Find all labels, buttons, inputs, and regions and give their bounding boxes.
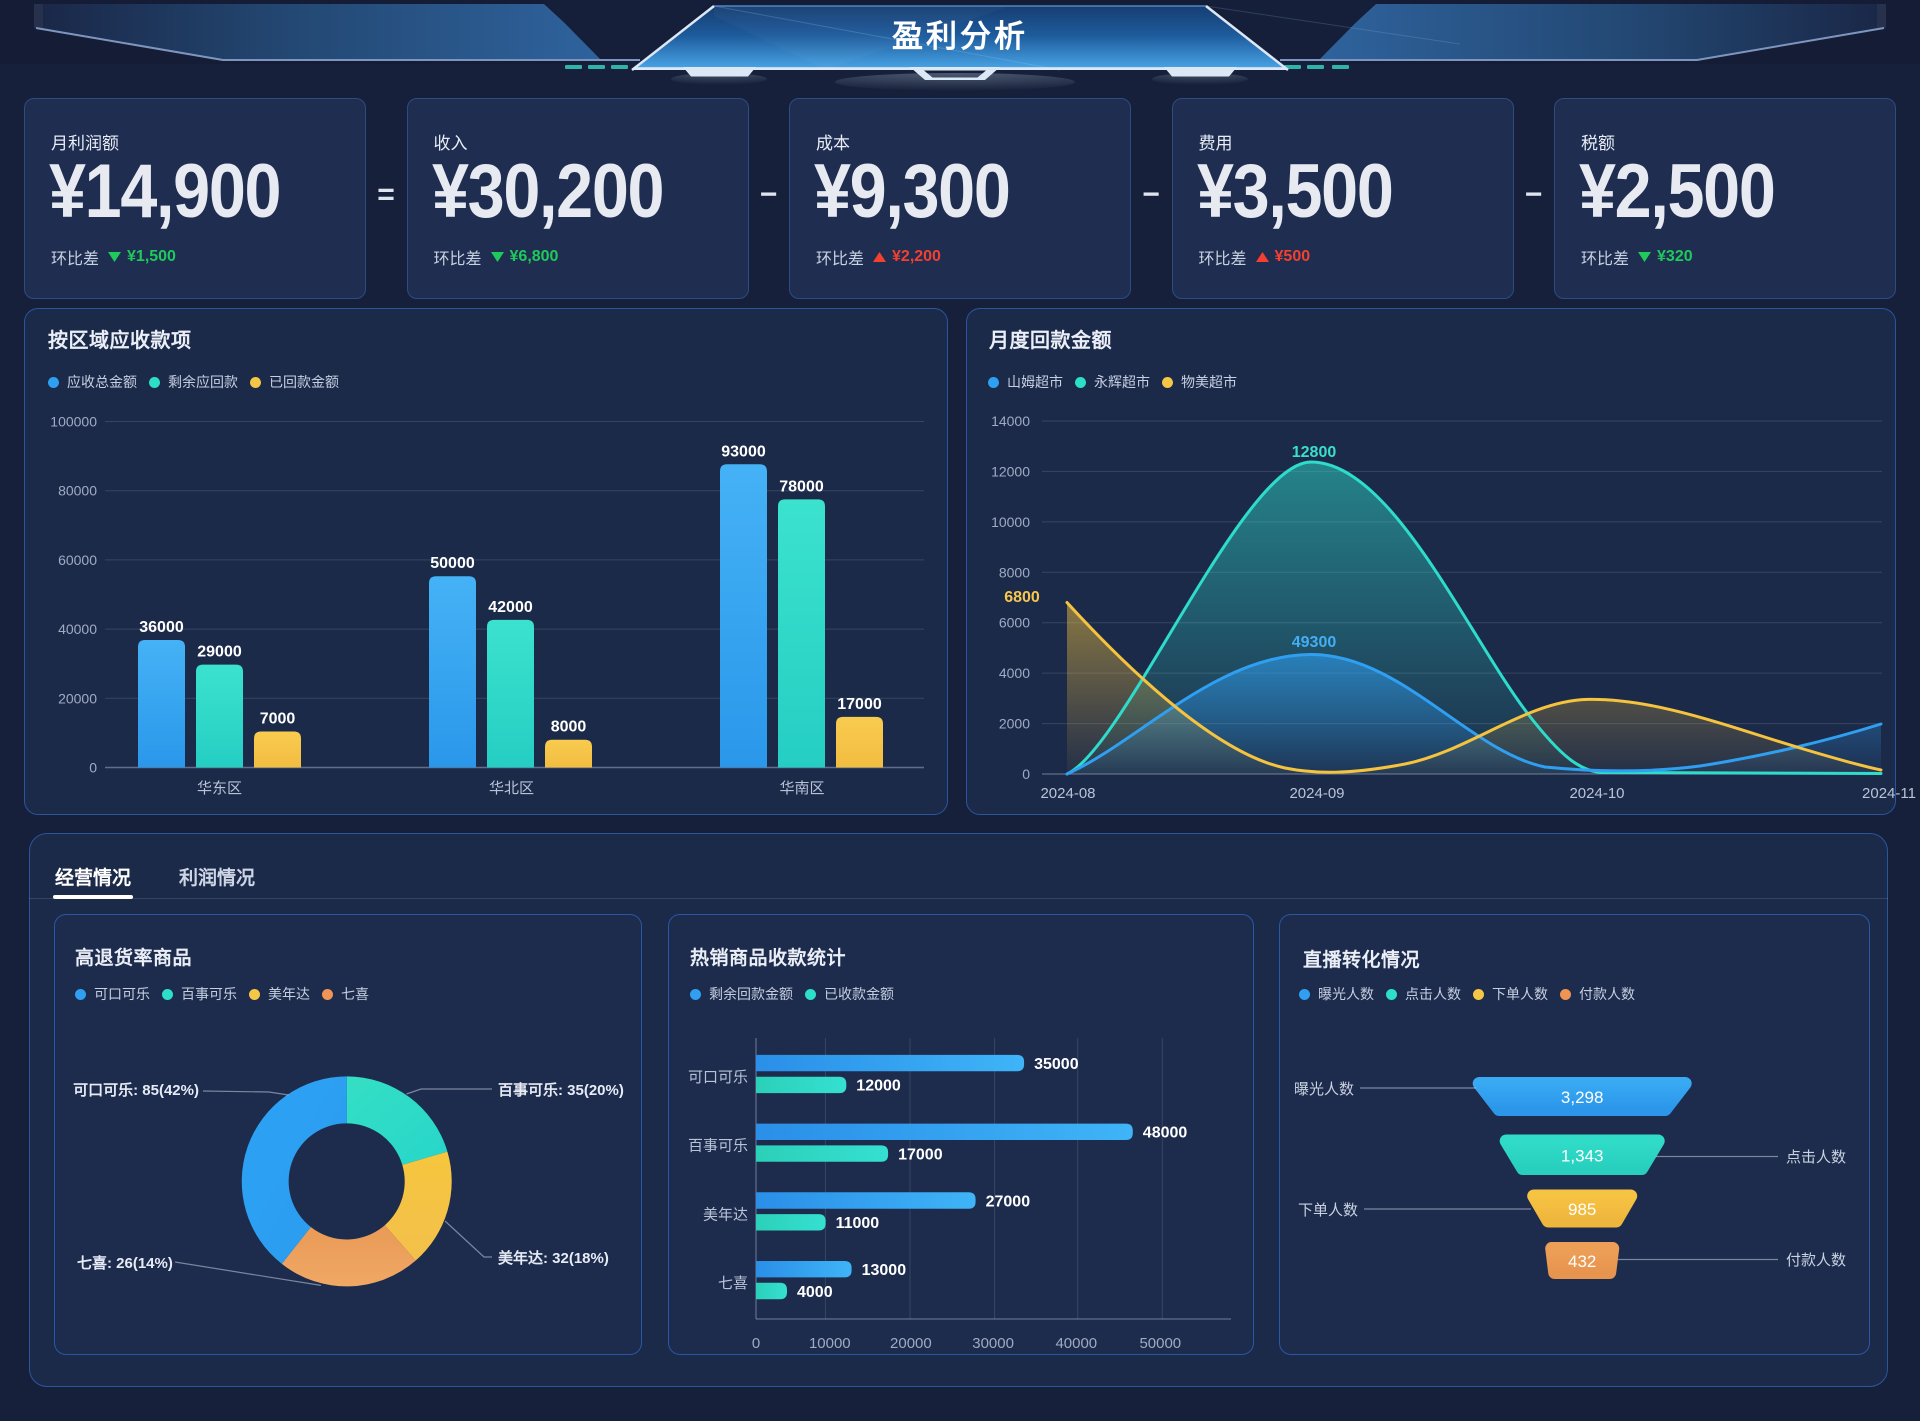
svg-text:2024-11: 2024-11 <box>1862 785 1916 802</box>
svg-text:2024-10: 2024-10 <box>1569 785 1624 802</box>
svg-text:49300: 49300 <box>1292 634 1337 651</box>
svg-text:6800: 6800 <box>1004 589 1040 606</box>
svg-text:20000: 20000 <box>890 1335 932 1352</box>
svg-text:10000: 10000 <box>991 514 1030 530</box>
svg-text:29000: 29000 <box>197 644 242 661</box>
svg-text:华东区: 华东区 <box>197 780 242 797</box>
svg-text:10000: 10000 <box>809 1335 851 1352</box>
svg-text:8000: 8000 <box>999 564 1030 580</box>
svg-text:42000: 42000 <box>488 599 533 616</box>
svg-text:4000: 4000 <box>999 665 1030 681</box>
svg-text:11000: 11000 <box>836 1215 880 1232</box>
svg-text:985: 985 <box>1568 1200 1596 1219</box>
svg-text:14000: 14000 <box>991 413 1030 429</box>
svg-text:3,298: 3,298 <box>1561 1088 1604 1107</box>
svg-text:13000: 13000 <box>862 1262 907 1279</box>
svg-text:华南区: 华南区 <box>779 780 824 797</box>
svg-text:点击人数: 点击人数 <box>1786 1149 1846 1166</box>
svg-text:12000: 12000 <box>991 463 1030 479</box>
svg-text:1,343: 1,343 <box>1561 1147 1604 1166</box>
svg-text:盈利分析: 盈利分析 <box>892 19 1028 54</box>
svg-text:七喜: 七喜 <box>718 1275 748 1292</box>
svg-text:2024-08: 2024-08 <box>1040 785 1095 802</box>
svg-text:0: 0 <box>752 1335 760 1352</box>
svg-text:6000: 6000 <box>999 615 1030 631</box>
svg-text:17000: 17000 <box>837 696 882 713</box>
svg-text:78000: 78000 <box>779 478 824 495</box>
svg-text:百事可乐: 35(20%): 百事可乐: 35(20%) <box>498 1081 624 1099</box>
svg-text:48000: 48000 <box>1143 1125 1188 1142</box>
svg-text:30000: 30000 <box>972 1335 1014 1352</box>
svg-text:可口可乐: 85(42%): 可口可乐: 85(42%) <box>73 1081 199 1099</box>
svg-text:12000: 12000 <box>856 1078 901 1095</box>
svg-text:曝光人数: 曝光人数 <box>1294 1081 1354 1098</box>
svg-text:美年达: 32(18%): 美年达: 32(18%) <box>498 1249 609 1267</box>
svg-text:20000: 20000 <box>58 690 97 706</box>
svg-text:40000: 40000 <box>1055 1335 1097 1352</box>
svg-text:7000: 7000 <box>260 711 296 728</box>
svg-text:432: 432 <box>1568 1252 1596 1271</box>
svg-text:35000: 35000 <box>1034 1056 1079 1073</box>
svg-text:华北区: 华北区 <box>489 780 534 797</box>
svg-text:2000: 2000 <box>999 716 1030 732</box>
svg-text:93000: 93000 <box>721 443 766 460</box>
svg-text:17000: 17000 <box>898 1146 943 1163</box>
svg-text:8000: 8000 <box>551 719 587 736</box>
svg-text:2024-09: 2024-09 <box>1289 785 1344 802</box>
svg-text:美年达: 美年达 <box>703 1206 748 1223</box>
svg-text:60000: 60000 <box>58 552 97 568</box>
svg-text:百事可乐: 百事可乐 <box>688 1138 748 1155</box>
svg-text:七喜: 26(14%): 七喜: 26(14%) <box>77 1254 173 1272</box>
svg-text:100000: 100000 <box>50 414 97 430</box>
svg-text:可口可乐: 可口可乐 <box>688 1069 748 1086</box>
svg-text:付款人数: 付款人数 <box>1786 1252 1846 1269</box>
svg-text:12800: 12800 <box>1292 444 1337 461</box>
svg-text:4000: 4000 <box>797 1284 833 1301</box>
svg-text:80000: 80000 <box>58 483 97 499</box>
svg-text:36000: 36000 <box>139 619 184 636</box>
svg-text:下单人数: 下单人数 <box>1298 1202 1358 1219</box>
svg-text:27000: 27000 <box>986 1193 1031 1210</box>
svg-text:50000: 50000 <box>1139 1335 1181 1352</box>
svg-text:50000: 50000 <box>430 555 475 572</box>
svg-text:40000: 40000 <box>58 621 97 637</box>
svg-text:0: 0 <box>1022 766 1030 782</box>
svg-text:0: 0 <box>89 760 97 776</box>
